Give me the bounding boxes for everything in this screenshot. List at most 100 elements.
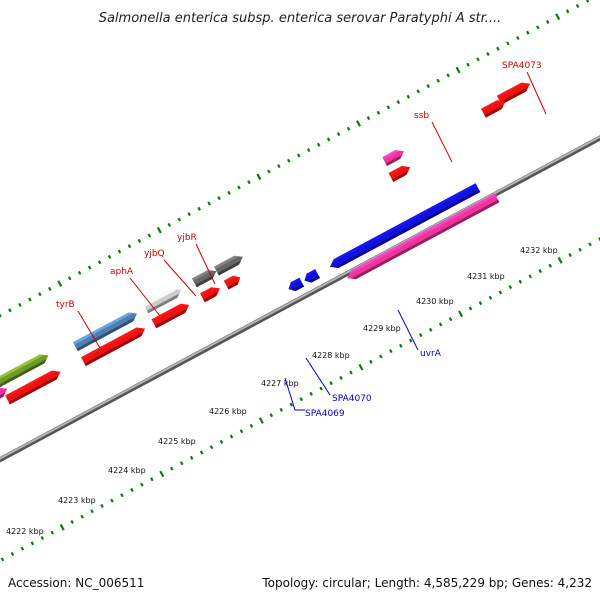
- reverse-tick: [339, 375, 343, 380]
- forward-tick: [356, 120, 361, 127]
- forward-tick: [18, 302, 22, 307]
- gene-box-yjbR: [214, 255, 243, 276]
- forward-tick: [217, 196, 221, 201]
- reverse-tick: [189, 455, 194, 460]
- reverse-tick: [468, 306, 473, 311]
- reverse-tick: [169, 466, 174, 471]
- reverse-tick: [150, 477, 154, 482]
- scale-label-4228: 4228 kbp: [312, 351, 350, 360]
- forward-tick: [326, 137, 331, 142]
- gene-label-tyrB: tyrB: [56, 300, 75, 310]
- forward-tick: [366, 116, 371, 121]
- reverse-tick: [498, 290, 503, 295]
- gene-label-ssb: ssb: [414, 111, 429, 121]
- reverse-tick: [0, 557, 5, 562]
- forward-tick: [436, 78, 440, 83]
- reverse-tick: [548, 263, 552, 268]
- reverse-tick: [428, 327, 433, 332]
- forward-tick: [147, 233, 152, 238]
- cds-arrow-2: [81, 327, 146, 366]
- genome-summary-text: Topology: circular; Length: 4,585,229 bp…: [261, 576, 592, 590]
- forward-tick: [446, 73, 450, 78]
- forward-tick: [227, 190, 231, 195]
- scale-label-4226: 4226 kbp: [209, 407, 247, 416]
- forward-tick: [396, 100, 401, 105]
- reverse-tick: [40, 535, 45, 540]
- forward-tick: [187, 212, 191, 217]
- reverse-tick: [80, 514, 84, 519]
- reverse-tick: [358, 363, 364, 371]
- reverse-tick: [458, 310, 464, 318]
- scale-label-4227: 4227 kbp: [261, 379, 299, 388]
- reverse-tick: [389, 349, 393, 354]
- leader-line: [431, 121, 453, 163]
- forward-tick: [555, 13, 561, 20]
- forward-tick: [0, 313, 2, 318]
- reverse-tick: [568, 253, 572, 258]
- forward-tick: [277, 164, 281, 169]
- scale-label-4232: 4232 kbp: [520, 246, 558, 255]
- reverse-tick: [279, 407, 284, 412]
- reverse-tick: [538, 269, 542, 274]
- reverse-tick: [508, 285, 513, 290]
- forward-tick: [306, 148, 311, 153]
- cds-arrow-6: [388, 166, 411, 182]
- forward-tick: [416, 89, 421, 94]
- backbone-dark-line: [0, 135, 600, 463]
- gene-label-yjbQ: yjbQ: [144, 249, 165, 259]
- gene-box-SPA4069: [288, 277, 305, 292]
- forward-tick: [476, 57, 480, 62]
- reverse-tick: [329, 381, 333, 386]
- forward-tick: [57, 280, 63, 287]
- reverse-tick: [120, 493, 124, 498]
- scale-label-4223: 4223 kbp: [58, 496, 96, 505]
- cds-arrow-1: [5, 370, 61, 405]
- forward-tick: [516, 35, 520, 41]
- forward-tick: [496, 46, 500, 51]
- reverse-tick: [10, 551, 15, 557]
- reverse-tick: [199, 450, 204, 455]
- forward-tick: [137, 238, 142, 243]
- gene-box-pink-left: [0, 387, 8, 399]
- reverse-tick: [349, 370, 353, 375]
- forward-tick: [48, 286, 52, 291]
- reverse-tick: [418, 333, 423, 338]
- scale-label-4225: 4225 kbp: [158, 437, 196, 446]
- forward-tick: [28, 297, 32, 302]
- forward-tick: [565, 9, 570, 14]
- reverse-tick: [528, 274, 533, 279]
- forward-tick: [117, 249, 122, 254]
- reverse-tick: [100, 503, 104, 508]
- gene-box-olive: [0, 354, 49, 388]
- reverse-tick: [59, 523, 65, 531]
- forward-tick: [287, 158, 291, 163]
- reverse-tick: [319, 386, 323, 391]
- backbone-light-line: [0, 135, 600, 460]
- scale-label-4229: 4229 kbp: [363, 324, 401, 333]
- reverse-tick: [379, 354, 383, 359]
- reverse-tick: [488, 295, 493, 300]
- forward-tick: [267, 169, 271, 174]
- reverse-tick: [269, 413, 274, 418]
- forward-tick: [535, 25, 540, 30]
- forward-tick: [177, 217, 182, 222]
- reverse-tick: [369, 359, 373, 364]
- reverse-tick: [258, 417, 264, 424]
- reverse-tick: [20, 546, 25, 551]
- forward-tick: [466, 62, 470, 67]
- forward-tick: [87, 265, 92, 270]
- forward-tick: [97, 260, 102, 265]
- forward-tick: [127, 244, 132, 249]
- forward-tick: [506, 41, 510, 46]
- forward-tick: [346, 126, 351, 131]
- scale-label-4224: 4224 kbp: [108, 466, 146, 475]
- leader-line: [284, 377, 305, 411]
- forward-tick: [575, 3, 580, 8]
- scale-label-4230: 4230 kbp: [416, 297, 454, 306]
- gene-box-pink-reverse: [347, 193, 500, 280]
- cds-arrow-5: [223, 275, 241, 290]
- leader-line: [195, 243, 216, 285]
- reverse-tick: [289, 402, 294, 407]
- forward-tick: [296, 153, 301, 158]
